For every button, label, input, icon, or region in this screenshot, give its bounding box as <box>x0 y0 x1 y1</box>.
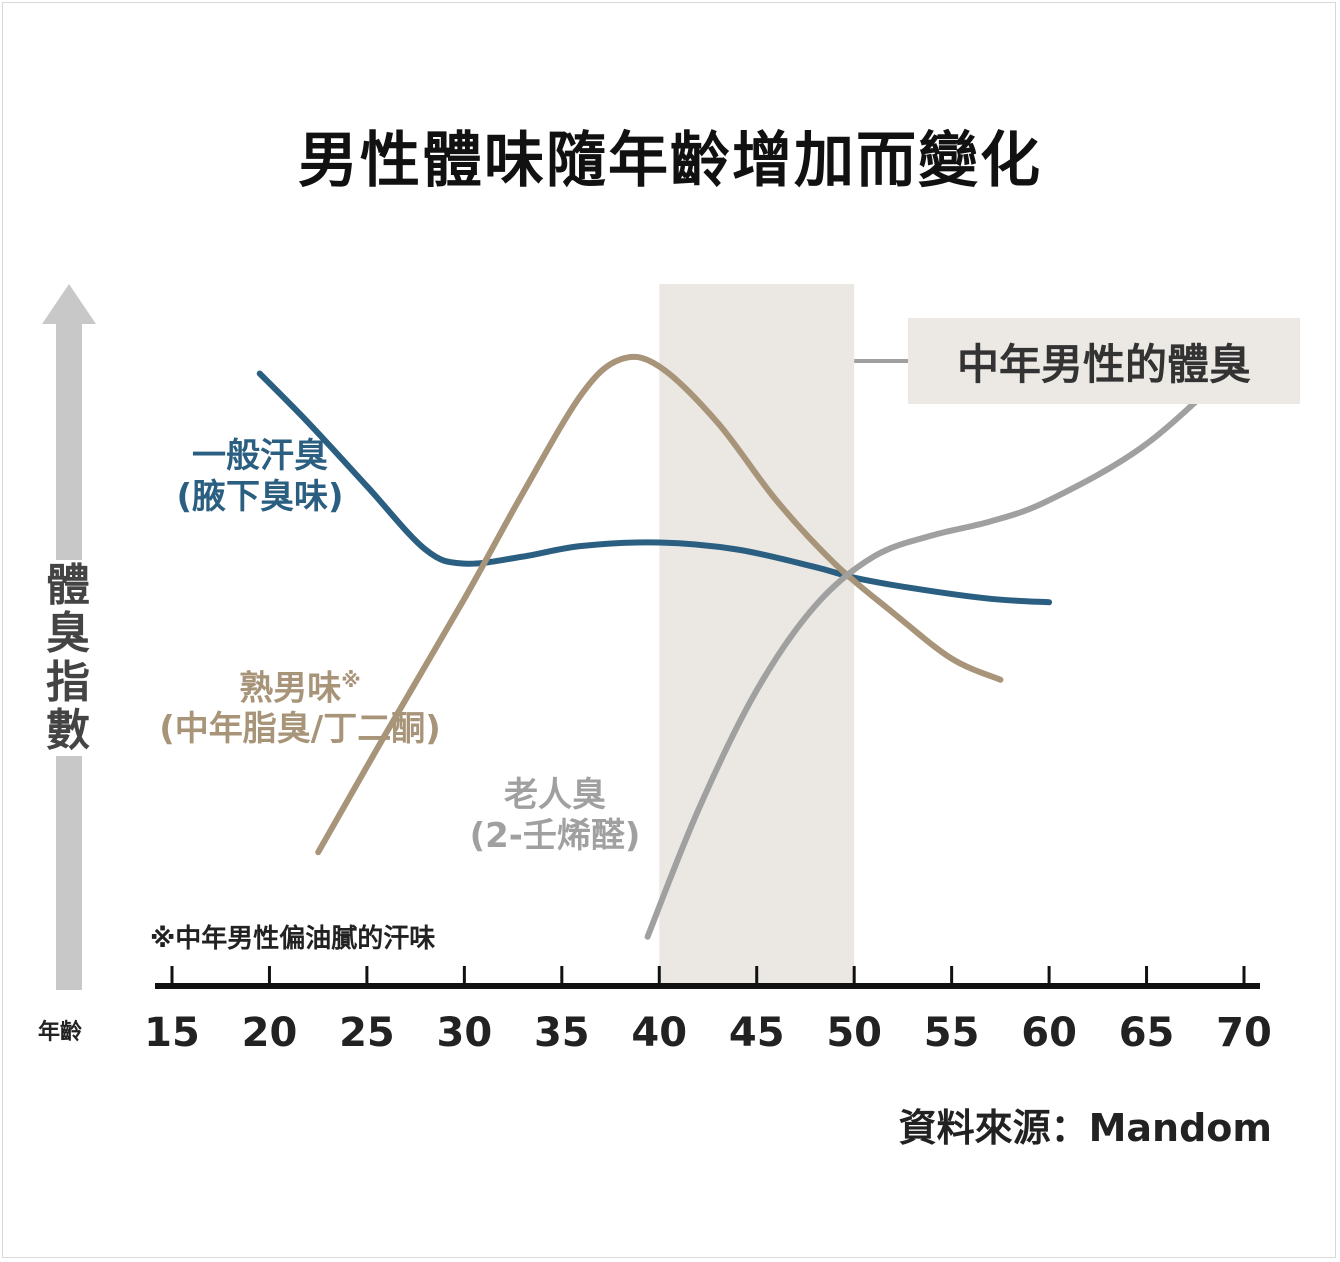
y-label-char: 體 <box>46 560 90 611</box>
series-label-line: (中年脂臭/丁二酮) <box>159 709 441 750</box>
highlight-callout: 中年男性的體臭 <box>908 318 1300 404</box>
series-line-1 <box>315 353 1004 856</box>
footnote-mark: ※ <box>341 668 361 692</box>
x-tick-label: 35 <box>534 1010 590 1056</box>
x-tick-label: 25 <box>339 1010 395 1056</box>
y-label-char: 數 <box>46 705 90 757</box>
y-label-backdrop <box>40 560 98 756</box>
series-line-0 <box>256 370 1053 606</box>
series-label-line: 一般汗臭 <box>192 436 328 476</box>
y-axis-arrow <box>40 284 98 990</box>
series-label-mature: 熟男味※ (中年脂臭/丁二酮) <box>120 668 480 750</box>
series-label-sweat: 一般汗臭 (腋下臭味) <box>150 436 370 518</box>
x-tick-label: 40 <box>631 1010 687 1056</box>
highlight-band <box>659 284 855 986</box>
source-credit: 資料來源：Mandom <box>898 1106 1272 1150</box>
x-tick-label: 50 <box>826 1010 882 1056</box>
series-label-old: 老人臭 (2-壬烯醛) <box>440 775 670 857</box>
y-axis-label: 體 臭 指 數 <box>40 560 96 757</box>
x-tick-label: 60 <box>1021 1010 1077 1056</box>
series-layer <box>256 352 1247 940</box>
x-tick-label: 55 <box>924 1010 980 1056</box>
x-axis-label: 年齡 <box>38 1020 83 1045</box>
series-label-line: 熟男味※ <box>120 668 480 709</box>
chart-title: 男性體味隨年齡增加而變化 <box>298 126 1042 196</box>
x-axis: 15 20 25 30 35 40 45 50 55 60 65 70 <box>144 966 1272 1056</box>
x-tick-label: 70 <box>1216 1010 1272 1056</box>
series-label-text: 熟男味 <box>239 668 342 709</box>
x-tick-label: 15 <box>144 1010 200 1056</box>
y-label-char: 臭 <box>46 608 90 660</box>
series-label-line: (2-壬烯醛) <box>469 815 641 856</box>
x-tick-label: 45 <box>729 1010 785 1056</box>
y-label-char: 指 <box>46 656 90 708</box>
x-tick-label: 30 <box>437 1010 493 1056</box>
y-arrow-head <box>42 284 96 324</box>
series-line-2 <box>644 352 1247 940</box>
x-tick-label: 65 <box>1119 1010 1175 1056</box>
series-label-line: 老人臭 <box>504 775 606 815</box>
x-tick-label: 20 <box>242 1010 298 1056</box>
footnote: ※中年男性偏油膩的汗味 <box>150 924 436 954</box>
series-label-line: (腋下臭味) <box>176 476 344 517</box>
